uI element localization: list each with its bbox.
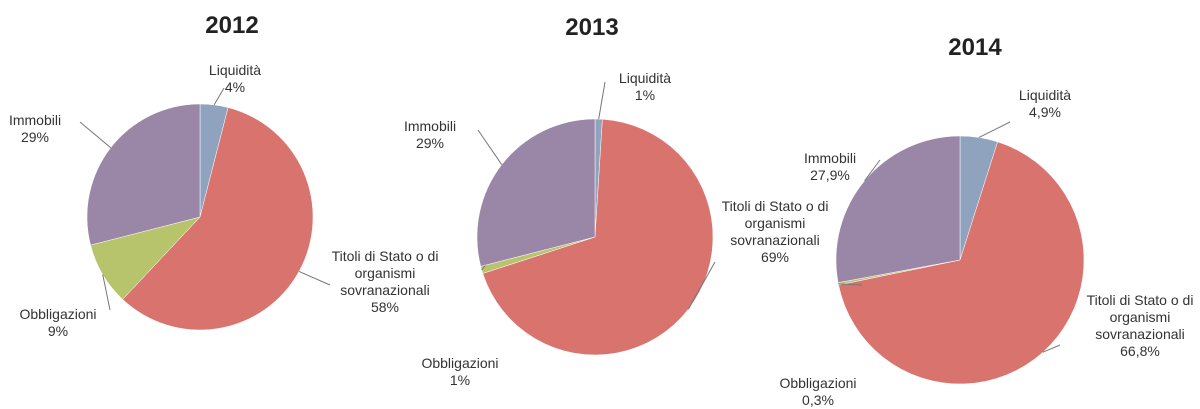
- value-label: 4,9%: [1029, 104, 1061, 120]
- category-label: Immobili: [803, 150, 857, 166]
- leader-line: [79, 121, 112, 149]
- value-label: 27,9%: [810, 167, 850, 183]
- value-label: 9%: [47, 323, 69, 339]
- leader-line: [687, 261, 716, 310]
- slice-label: Titoli di Stato o di organismi sovranazi…: [1075, 292, 1200, 360]
- slice-label: Obbligazioni 1%: [405, 355, 515, 389]
- value-label: 58%: [370, 299, 400, 315]
- category-label: Immobili: [403, 118, 457, 134]
- leader-line: [213, 87, 225, 106]
- value-label: 0,3%: [802, 392, 834, 408]
- slice-label: Immobili 29%: [0, 112, 75, 146]
- leader-line: [102, 274, 111, 311]
- chart-title: 2014: [948, 34, 1002, 61]
- slice-label: Titoli di Stato o di organismi sovranazi…: [710, 198, 840, 266]
- category-label: Obbligazioni: [19, 306, 97, 322]
- slice-label: Liquidità 4,9%: [1005, 87, 1085, 121]
- leader-line: [838, 283, 863, 286]
- leader-line: [864, 159, 881, 182]
- leader-line: [598, 81, 606, 120]
- slice-label: Obbligazioni 0,3%: [763, 375, 873, 409]
- slice-label: Obbligazioni 9%: [3, 306, 113, 340]
- category-label: Liquidità: [208, 62, 262, 78]
- category-label: Liquidità: [618, 70, 672, 86]
- category-label: Titoli di Stato o di organismi sovranazi…: [331, 248, 439, 298]
- slice-label: Titoli di Stato o di organismi sovranazi…: [325, 248, 445, 316]
- category-label: Immobili: [8, 112, 62, 128]
- slice-label: Immobili 29%: [390, 118, 470, 152]
- value-label: 4%: [224, 79, 246, 95]
- category-label: Titoli di Stato o di organismi sovranazi…: [721, 198, 829, 248]
- leader-line: [978, 121, 1011, 138]
- category-label: Liquidità: [1018, 87, 1072, 103]
- value-label: 29%: [20, 129, 50, 145]
- leader-line: [477, 129, 503, 165]
- leader-line: [298, 270, 331, 286]
- chart-title: 2013: [565, 14, 619, 41]
- value-label: 66,8%: [1120, 343, 1160, 359]
- slice-label: Liquidità 1%: [605, 70, 685, 104]
- leader-line: [1042, 344, 1061, 353]
- value-label: 29%: [415, 135, 445, 151]
- pie-slice: [122, 107, 314, 331]
- category-label: Obbligazioni: [421, 355, 499, 371]
- slice-label: Immobili 27,9%: [790, 150, 870, 184]
- pie-slice: [838, 141, 1085, 385]
- category-label: Titoli di Stato o di organismi sovranazi…: [1086, 292, 1194, 342]
- value-label: 1%: [449, 372, 471, 388]
- chart-title: 2012: [205, 12, 259, 39]
- value-label: 69%: [760, 249, 790, 265]
- slice-label: Liquidità 4%: [195, 62, 275, 96]
- value-label: 1%: [634, 87, 656, 103]
- category-label: Obbligazioni: [779, 375, 857, 391]
